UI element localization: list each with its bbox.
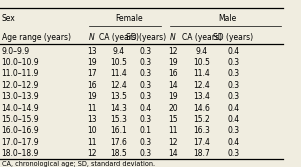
Text: 15.2: 15.2 [193, 115, 210, 124]
Text: 17.6: 17.6 [110, 138, 127, 147]
Text: N: N [89, 33, 95, 42]
Text: 14.3: 14.3 [110, 104, 127, 113]
Text: 14.6: 14.6 [193, 104, 210, 113]
Text: 0.3: 0.3 [227, 58, 239, 67]
Text: 11.4: 11.4 [110, 69, 127, 78]
Text: 16: 16 [87, 81, 97, 90]
Text: 0.3: 0.3 [227, 126, 239, 135]
Text: 0.3: 0.3 [140, 81, 152, 90]
Text: 15.3: 15.3 [110, 115, 127, 124]
Text: Male: Male [218, 14, 236, 23]
Text: 0.3: 0.3 [140, 92, 152, 101]
Text: 19: 19 [168, 92, 178, 101]
Text: 9.4: 9.4 [196, 47, 208, 56]
Text: 0.3: 0.3 [227, 92, 239, 101]
Text: 17: 17 [87, 69, 97, 78]
Text: 16.3: 16.3 [193, 126, 210, 135]
Text: 18.0–18.9: 18.0–18.9 [2, 149, 39, 158]
Text: 16.1: 16.1 [110, 126, 127, 135]
Text: N: N [170, 33, 176, 42]
Text: 19: 19 [87, 92, 97, 101]
Text: 14.0–14.9: 14.0–14.9 [2, 104, 39, 113]
Text: 11: 11 [87, 104, 97, 113]
Text: 0.4: 0.4 [227, 104, 239, 113]
Text: 10.5: 10.5 [193, 58, 210, 67]
Text: 13.0–13.9: 13.0–13.9 [2, 92, 39, 101]
Text: 0.3: 0.3 [140, 58, 152, 67]
Text: 0.3: 0.3 [140, 138, 152, 147]
Text: Female: Female [116, 14, 143, 23]
Text: 0.3: 0.3 [227, 81, 239, 90]
Text: 0.3: 0.3 [227, 69, 239, 78]
Text: 19: 19 [87, 58, 97, 67]
Text: 18.7: 18.7 [193, 149, 210, 158]
Text: 12: 12 [168, 138, 178, 147]
Text: 0.4: 0.4 [227, 138, 239, 147]
Text: 0.4: 0.4 [227, 47, 239, 56]
Text: 16: 16 [168, 69, 178, 78]
Text: 11: 11 [168, 126, 178, 135]
Text: 16.0–16.9: 16.0–16.9 [2, 126, 39, 135]
Text: 14: 14 [168, 149, 178, 158]
Text: 17.4: 17.4 [193, 138, 210, 147]
Text: 9.4: 9.4 [113, 47, 125, 56]
Text: 12: 12 [87, 149, 97, 158]
Text: 11.4: 11.4 [193, 69, 210, 78]
Text: 9.0–9.9: 9.0–9.9 [2, 47, 29, 56]
Text: 10: 10 [87, 126, 97, 135]
Text: 13.4: 13.4 [193, 92, 210, 101]
Text: 12.4: 12.4 [193, 81, 210, 90]
Text: 0.3: 0.3 [140, 69, 152, 78]
Text: 0.3: 0.3 [140, 149, 152, 158]
Text: 14: 14 [168, 81, 178, 90]
Text: SD (years): SD (years) [126, 33, 166, 42]
Text: 11: 11 [87, 138, 97, 147]
Text: 0.3: 0.3 [140, 115, 152, 124]
Text: 15.0–15.9: 15.0–15.9 [2, 115, 39, 124]
Text: 12.4: 12.4 [110, 81, 127, 90]
Text: 12: 12 [168, 47, 178, 56]
Text: 13: 13 [87, 47, 97, 56]
Text: SD (years): SD (years) [213, 33, 253, 42]
Text: 18.5: 18.5 [110, 149, 127, 158]
Text: Age range (years): Age range (years) [2, 33, 70, 42]
Text: 0.3: 0.3 [227, 149, 239, 158]
Text: 10.5: 10.5 [110, 58, 127, 67]
Text: 17.0–17.9: 17.0–17.9 [2, 138, 39, 147]
Text: CA, chronological age; SD, standard deviation.: CA, chronological age; SD, standard devi… [2, 161, 155, 167]
Text: Sex: Sex [2, 14, 15, 23]
Text: 0.4: 0.4 [227, 115, 239, 124]
Text: 19: 19 [168, 58, 178, 67]
Text: CA (years): CA (years) [182, 33, 222, 42]
Text: 13.5: 13.5 [110, 92, 127, 101]
Text: 10.0–10.9: 10.0–10.9 [2, 58, 39, 67]
Text: 0.3: 0.3 [140, 47, 152, 56]
Text: 0.4: 0.4 [140, 104, 152, 113]
Text: 15: 15 [168, 115, 178, 124]
Text: CA (years): CA (years) [99, 33, 139, 42]
Text: 0.1: 0.1 [140, 126, 152, 135]
Text: 11.0–11.9: 11.0–11.9 [2, 69, 39, 78]
Text: 20: 20 [168, 104, 178, 113]
Text: 12.0–12.9: 12.0–12.9 [2, 81, 39, 90]
Text: 13: 13 [87, 115, 97, 124]
